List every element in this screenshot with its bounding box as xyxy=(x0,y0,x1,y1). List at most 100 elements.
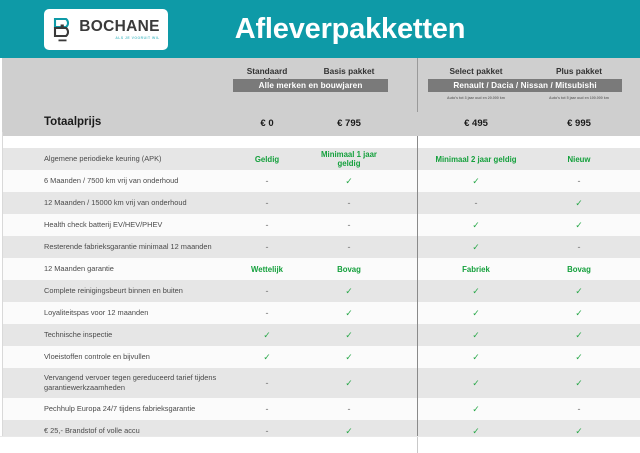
cell-unavailable: - xyxy=(474,198,478,208)
fineprint-plus: Auto's tot 5 jaar oud en 100.000 km xyxy=(549,96,609,100)
cell-included-check: ✓ xyxy=(345,425,353,436)
fineprint-select: Auto's tot 3 jaar oud en 20.000 km xyxy=(447,96,505,100)
cell-unavailable: - xyxy=(265,378,269,388)
price-basis: € 795 xyxy=(337,118,361,129)
table-row: Pechhulp Europa 24/7 tijdens fabrieksgar… xyxy=(0,398,640,420)
column-header-select: Select pakket xyxy=(449,66,503,76)
table-row: Vloeistoffen controle en bijvullen ✓ ✓ ✓ ✓ xyxy=(0,346,640,368)
row-label: Vloeistoffen controle en bijvullen xyxy=(44,352,150,361)
cell-value: Wettelijk xyxy=(251,264,283,274)
cell-included-check: ✓ xyxy=(345,377,353,388)
cell-included-check: ✓ xyxy=(345,351,353,362)
row-label: Pechhulp Europa 24/7 tijdens fabrieksgar… xyxy=(44,404,196,413)
cell-included-check: ✓ xyxy=(575,197,583,208)
header-body-spacer xyxy=(0,136,640,148)
table-row: 12 Maanden garantie Wettelijk Bovag Fabriek… xyxy=(0,258,640,280)
table-row: 6 Maanden / 7500 km vrij van onderhoud - ✓… xyxy=(0,170,640,192)
row-label: € 25,- Brandstof of volle accu xyxy=(44,426,140,435)
cell-value: Geldig xyxy=(254,154,280,164)
ribbon-right-group: Renault / Dacia / Nissan / Mitsubishi xyxy=(428,79,622,92)
left-edge-strip xyxy=(0,58,2,453)
cell-included-check: ✓ xyxy=(472,285,480,296)
cell-value: Minimaal 1 jaar geldig xyxy=(321,150,377,168)
footer-divider xyxy=(417,437,418,453)
cell-value: Bovag xyxy=(567,264,591,274)
group-divider xyxy=(417,136,418,453)
cell-included-check: ✓ xyxy=(575,329,583,340)
cell-unavailable: - xyxy=(265,176,269,186)
cell-included-check: ✓ xyxy=(472,175,480,186)
cell-included-check: ✓ xyxy=(575,425,583,436)
table-row: Loyaliteitspas voor 12 maanden - ✓ ✓ ✓ xyxy=(0,302,640,324)
page-banner: BOCHANE ALS JE VOORUIT WIL Afleverpakket… xyxy=(0,0,640,58)
table-row: Vervangend vervoer tegen gereduceerd tar… xyxy=(0,368,640,398)
cell-included-check: ✓ xyxy=(345,285,353,296)
cell-included-check: ✓ xyxy=(263,329,271,340)
cell-included-check: ✓ xyxy=(472,403,480,414)
cell-unavailable: - xyxy=(265,308,269,318)
cell-value: Fabriek xyxy=(462,264,490,274)
row-label: 12 Maanden garantie xyxy=(44,264,114,273)
cell-unavailable: - xyxy=(265,286,269,296)
cell-included-check: ✓ xyxy=(472,351,480,362)
total-price-label: Totaalprijs xyxy=(44,116,102,128)
cell-included-check: ✓ xyxy=(575,351,583,362)
cell-included-check: ✓ xyxy=(472,307,480,318)
cell-unavailable: - xyxy=(347,404,351,414)
cell-included-check: ✓ xyxy=(263,351,271,362)
table-row: Resterende fabrieksgarantie minimaal 12 … xyxy=(0,236,640,258)
row-label: Complete reinigingsbeurt binnen en buite… xyxy=(44,286,183,295)
cell-unavailable: - xyxy=(265,426,269,436)
group-divider-top xyxy=(417,58,418,136)
table-row: Health check batterij EV/HEV/PHEV - - ✓ ✓ xyxy=(0,214,640,236)
cell-unavailable: - xyxy=(577,242,581,252)
price-standaard: € 0 xyxy=(260,118,274,129)
row-label: Loyaliteitspas voor 12 maanden xyxy=(44,308,149,317)
left-edge-line xyxy=(2,132,3,442)
logo-wordmark: BOCHANE xyxy=(79,18,160,36)
cell-unavailable: - xyxy=(347,242,351,252)
price-select: € 495 xyxy=(464,118,488,129)
total-price-row: Totaalprijs € 0 € 795 € 495 € 995 xyxy=(0,112,640,136)
cell-unavailable: - xyxy=(577,176,581,186)
cell-unavailable: - xyxy=(347,220,351,230)
cell-included-check: ✓ xyxy=(472,241,480,252)
cell-unavailable: - xyxy=(265,242,269,252)
row-label: Resterende fabrieksgarantie minimaal 12 … xyxy=(44,242,212,251)
cell-unavailable: - xyxy=(265,220,269,230)
bochane-logo[interactable]: BOCHANE ALS JE VOORUIT WIL xyxy=(44,9,168,50)
cell-included-check: ✓ xyxy=(472,377,480,388)
cell-included-check: ✓ xyxy=(472,425,480,436)
row-label: Algemene periodieke keuring (APK) xyxy=(44,154,162,163)
cell-included-check: ✓ xyxy=(345,175,353,186)
column-header-plus: Plus pakket xyxy=(555,66,603,76)
table-row: 12 Maanden / 15000 km vrij van onderhoud… xyxy=(0,192,640,214)
column-header-basis: Basis pakket xyxy=(323,66,375,76)
row-label: 12 Maanden / 15000 km vrij van onderhoud xyxy=(44,198,187,207)
cell-value: Minimaal 2 jaar geldig xyxy=(435,154,517,164)
row-label: Vervangend vervoer tegen gereduceerd tar… xyxy=(44,373,217,392)
cell-included-check: ✓ xyxy=(472,329,480,340)
ribbon-left-group: Alle merken en bouwjaren xyxy=(233,79,388,92)
table-row: Algemene periodieke keuring (APK) Geldig M… xyxy=(0,148,640,170)
cell-unavailable: - xyxy=(347,198,351,208)
cell-included-check: ✓ xyxy=(575,377,583,388)
row-label: 6 Maanden / 7500 km vrij van onderhoud xyxy=(44,176,179,185)
cell-unavailable: - xyxy=(265,404,269,414)
cell-included-check: ✓ xyxy=(472,219,480,230)
cell-included-check: ✓ xyxy=(345,307,353,318)
cell-value: Bovag xyxy=(337,264,361,274)
footer-band xyxy=(0,436,640,453)
price-plus: € 995 xyxy=(567,118,591,129)
row-label: Technische inspectie xyxy=(44,330,113,339)
cell-unavailable: - xyxy=(577,404,581,414)
row-label: Health check batterij EV/HEV/PHEV xyxy=(44,220,163,229)
cell-included-check: ✓ xyxy=(575,307,583,318)
cell-included-check: ✓ xyxy=(345,329,353,340)
table-row: Technische inspectie ✓ ✓ ✓ ✓ xyxy=(0,324,640,346)
cell-unavailable: - xyxy=(265,198,269,208)
logo-tagline: ALS JE VOORUIT WIL xyxy=(115,35,160,40)
cell-included-check: ✓ xyxy=(575,285,583,296)
table-header-band: Standaard pakket Basis pakket Select pak… xyxy=(0,58,640,136)
